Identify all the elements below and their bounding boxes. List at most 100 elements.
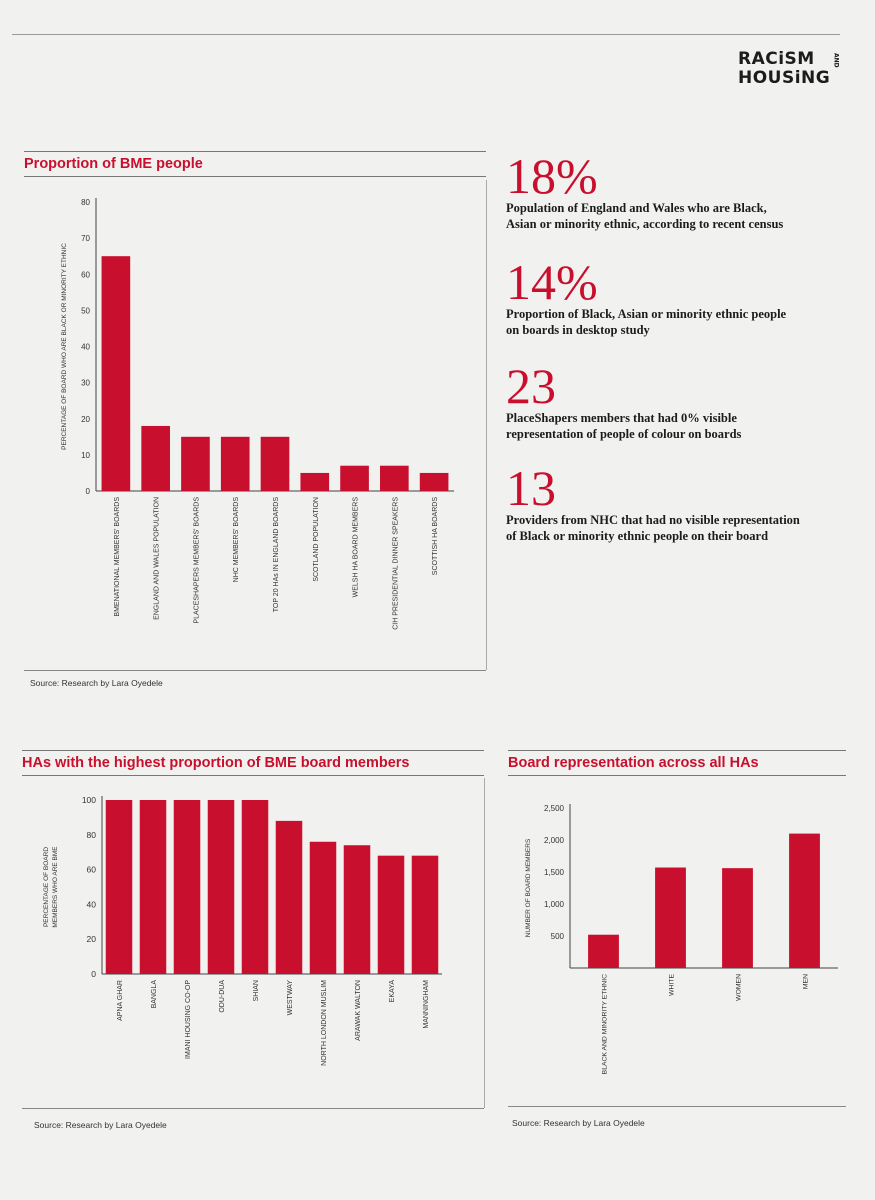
bar	[300, 472, 330, 491]
bar	[275, 820, 303, 974]
section1-bottom-rule	[24, 670, 486, 671]
section1-divider	[486, 180, 487, 670]
section1-title: Proportion of BME people	[24, 151, 486, 177]
bar	[173, 800, 201, 974]
x-category-label: BANGLA	[151, 980, 158, 1009]
bar	[377, 855, 405, 974]
y-tick-label: 50	[81, 306, 90, 315]
bar	[141, 425, 170, 491]
x-category-label: BMENATIONAL MEMBERS' BOARDS	[114, 497, 121, 617]
bar	[655, 867, 686, 968]
x-category-label: TOP 20 HAs IN ENGLAND BOARDS	[273, 497, 280, 613]
y-tick-label: 100	[82, 795, 96, 805]
y-tick-label: 2,500	[544, 804, 565, 813]
stat-block-3: 23 PlaceShapers members that had 0% visi…	[506, 358, 846, 442]
x-category-label: CIH PRESIDENTIAL DINNER SPEAKERS	[392, 497, 399, 630]
y-tick-label: 2,000	[544, 836, 565, 845]
section2-bottom-rule	[22, 1108, 484, 1109]
section3-title: Board representation across all HAs	[508, 750, 846, 776]
x-category-label: NORTH LONDON MUSLIM	[321, 980, 328, 1066]
stat-desc-4a: Providers from NHC that had no visible r…	[506, 513, 800, 527]
stat-value-1: 18%	[506, 148, 598, 204]
top-rule	[12, 34, 840, 35]
stat-block-4: 13 Providers from NHC that had no visibl…	[506, 460, 846, 544]
x-category-label: MEN	[803, 974, 810, 989]
stat-desc-3b: representation of people of colour on bo…	[506, 427, 742, 441]
stat-desc-4b: of Black or minority ethnic people on th…	[506, 529, 769, 543]
x-category-label: NHC MEMBERS' BOARDS	[233, 497, 240, 583]
x-category-label: WELSH HA BOARD MEMBERS	[353, 497, 360, 598]
y-tick-label: 20	[87, 934, 97, 944]
bar	[309, 841, 337, 974]
section3-bottom-rule	[508, 1106, 846, 1107]
section2-title: HAs with the highest proportion of BME b…	[22, 750, 484, 776]
brand-logo: RACiSM HOUSiNG AND	[738, 50, 839, 88]
bar	[260, 436, 290, 491]
bar	[241, 800, 269, 974]
stat-block-1: 18% Population of England and Wales who …	[506, 148, 846, 232]
y-tick-label: 10	[81, 451, 90, 460]
bar	[722, 868, 753, 968]
y-tick-label: 0	[86, 487, 91, 496]
stat-desc-2b: on boards in desktop study	[506, 323, 650, 337]
bar	[181, 436, 210, 491]
bar	[411, 855, 439, 974]
y-tick-label: 30	[81, 379, 90, 388]
x-category-label: ODU-DUA	[219, 980, 226, 1013]
y-tick-label: 80	[81, 198, 90, 207]
bar	[139, 800, 167, 974]
y-tick-label: 20	[81, 415, 90, 424]
x-category-label: EKAYA	[389, 980, 396, 1003]
chart-bme-proportion: 0 10 20 30 40 50 60 70 80 PERCENTAGE OF BOARD WHO…	[61, 198, 454, 630]
y-tick-label: 40	[87, 899, 97, 909]
stat-desc-1a: Population of England and Wales who are …	[506, 201, 767, 215]
x-category-label: IMANI HOUSING CO-OP	[185, 980, 192, 1059]
y-tick-label: 80	[87, 830, 97, 840]
x-category-label: BLACK AND MINORITY ETHNIC	[602, 974, 609, 1074]
brand-line1: RACiSM	[738, 49, 815, 69]
x-category-label: APNA GHAR	[117, 980, 124, 1021]
y-axis-label: PERCENTAGE OF BOARD	[43, 847, 50, 927]
stat-value-2: 14%	[506, 254, 598, 310]
bar	[105, 800, 133, 974]
bar	[340, 465, 369, 491]
y-tick-label: 70	[81, 234, 90, 243]
x-category-label: SHIAN	[253, 980, 260, 1001]
section3-source: Source: Research by Lara Oyedele	[512, 1118, 645, 1128]
x-category-label: MANNINGHAM	[423, 980, 430, 1029]
y-axis-label: PERCENTAGE OF BOARD WHO ARE BLACK OR MIN…	[61, 243, 68, 450]
x-category-label: ARAWAK WALTON	[355, 980, 362, 1041]
brand-and: AND	[832, 52, 840, 68]
y-tick-label: 60	[87, 865, 97, 875]
section2-divider	[484, 778, 485, 1108]
bar	[419, 472, 449, 491]
y-tick-label: 60	[81, 270, 90, 279]
stat-desc-1b: Asian or minority ethnic, according to r…	[506, 217, 784, 231]
x-category-label: WHITE	[669, 974, 676, 996]
x-category-label: ENGLAND AND WALES POPULATION	[154, 497, 161, 620]
x-category-label: WESTWAY	[287, 980, 294, 1016]
y-tick-label: 40	[81, 343, 90, 352]
stat-block-2: 14% Proportion of Black, Asian or minori…	[506, 254, 846, 338]
stat-value-3: 23	[506, 358, 556, 414]
y-tick-label: 1,500	[544, 868, 565, 877]
x-category-label: SCOTTISH HA BOARDS	[432, 497, 439, 576]
bar	[789, 833, 820, 968]
bar	[207, 800, 235, 974]
chart-board-representation: 500 1,000 1,500 2,000 2,500 NUMBER OF BOARD M…	[525, 804, 838, 1074]
chart-highest-bme-has: 0 20 40 60 80 100 PERCENTAGE OF BOARD MEMBERS W…	[43, 795, 442, 1066]
stat-value-4: 13	[506, 460, 556, 516]
bar	[343, 845, 371, 974]
bar	[220, 436, 250, 491]
x-category-label: WOMEN	[736, 974, 743, 1001]
section2-source: Source: Research by Lara Oyedele	[34, 1120, 167, 1130]
section1-source: Source: Research by Lara Oyedele	[30, 678, 163, 688]
brand-line2: HOUSiNG	[738, 68, 831, 88]
stat-desc-2a: Proportion of Black, Asian or minority e…	[506, 307, 787, 321]
y-axis-label: MEMBERS WHO ARE BME	[52, 846, 59, 928]
stat-desc-3a: PlaceShapers members that had 0% visible	[506, 411, 737, 425]
y-tick-label: 500	[551, 932, 565, 941]
x-category-label: SCOTLAND POPULATION	[313, 497, 320, 582]
bar	[101, 256, 131, 491]
y-tick-label: 1,000	[544, 900, 565, 909]
